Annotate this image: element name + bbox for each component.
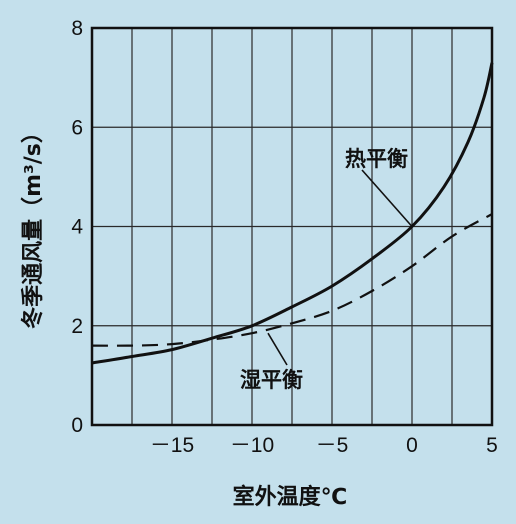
y-tick-label: 2 bbox=[71, 315, 83, 338]
y-axis-title: 冬季通风量（m³/s） bbox=[20, 121, 46, 329]
x-tick-label: －10 bbox=[230, 434, 274, 457]
y-tick-label: 6 bbox=[71, 116, 83, 139]
series-line-1 bbox=[91, 213, 493, 347]
annotation-leader bbox=[361, 169, 413, 228]
x-tick-label: －15 bbox=[150, 434, 194, 457]
x-tick-label: －5 bbox=[316, 434, 349, 457]
y-tick-label: 8 bbox=[71, 17, 83, 40]
x-axis-title: 室外温度℃ bbox=[233, 484, 348, 510]
annotation-leader bbox=[267, 332, 288, 366]
y-tick-label: 0 bbox=[71, 414, 83, 437]
x-tick-label: 0 bbox=[406, 434, 418, 457]
plot-area-frame bbox=[90, 26, 494, 427]
tick-labels: －15 －10 －5 0 5 0 2 4 6 8 bbox=[71, 17, 498, 457]
series-layer bbox=[91, 62, 494, 365]
series-annotation-label: 湿平衡 bbox=[240, 368, 303, 392]
x-tick-label: 5 bbox=[486, 434, 498, 457]
series-line-0 bbox=[91, 62, 494, 365]
grid-lines bbox=[92, 27, 493, 426]
y-tick-label: 4 bbox=[71, 216, 83, 239]
series-annotation-label: 热平衡 bbox=[345, 147, 408, 171]
